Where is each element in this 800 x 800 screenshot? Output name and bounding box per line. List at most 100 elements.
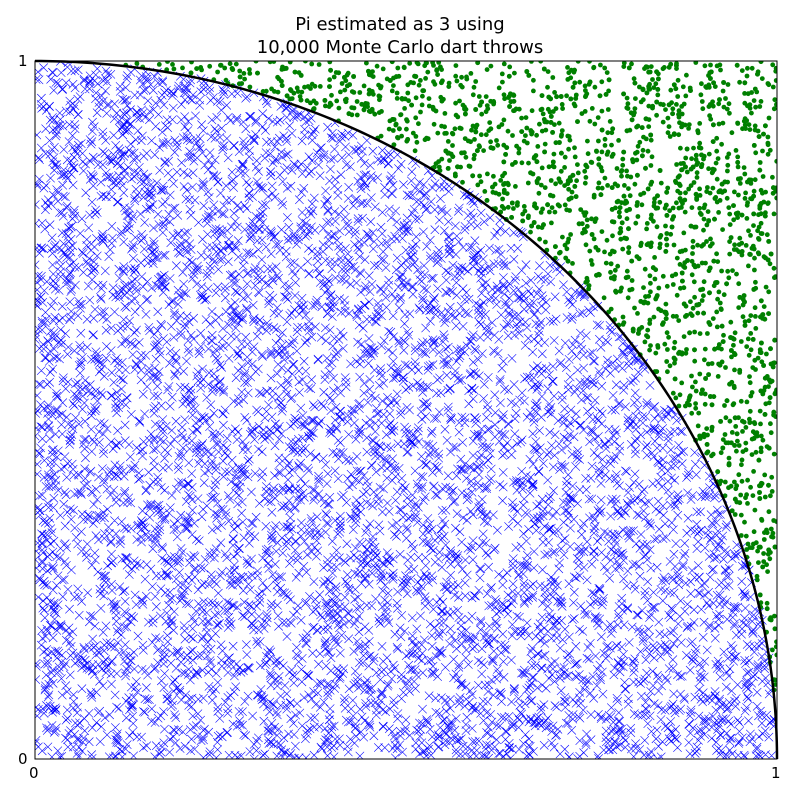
outside-point — [717, 300, 723, 306]
outside-point — [752, 177, 758, 183]
outside-point — [644, 221, 650, 226]
outside-point — [719, 141, 724, 147]
outside-point — [490, 189, 496, 195]
outside-point — [695, 160, 700, 166]
outside-point — [578, 207, 584, 213]
outside-point — [751, 98, 757, 103]
outside-point — [626, 245, 632, 251]
outside-point — [531, 77, 536, 83]
outside-point — [694, 175, 700, 180]
outside-point — [700, 286, 706, 292]
outside-point — [611, 219, 617, 225]
outside-point — [762, 472, 768, 478]
outside-point — [634, 157, 640, 163]
outside-point — [736, 472, 742, 478]
outside-point — [426, 103, 432, 109]
outside-point — [674, 314, 679, 319]
outside-point — [709, 361, 715, 366]
outside-point — [640, 153, 645, 159]
outside-point — [323, 103, 328, 109]
outside-point — [506, 95, 511, 100]
outside-point — [737, 295, 743, 300]
outside-point — [739, 457, 745, 463]
outside-point — [739, 68, 745, 73]
outside-point — [726, 101, 732, 107]
outside-point — [711, 122, 716, 128]
outside-point — [660, 102, 666, 108]
outside-point — [741, 293, 747, 298]
outside-point — [602, 136, 608, 142]
outside-point — [758, 449, 764, 455]
outside-point — [538, 182, 544, 188]
outside-point — [455, 164, 460, 170]
outside-point — [303, 61, 308, 64]
outside-point — [376, 82, 381, 88]
outside-point — [773, 414, 777, 419]
outside-point — [549, 205, 555, 211]
outside-point — [724, 195, 730, 201]
x-tick-label-0: 0 — [29, 764, 39, 782]
outside-point — [606, 77, 612, 83]
outside-point — [336, 70, 342, 76]
outside-point — [744, 399, 750, 405]
outside-point — [291, 90, 297, 96]
outside-point — [414, 139, 420, 145]
outside-point — [635, 172, 640, 178]
outside-point — [758, 187, 764, 193]
outside-point — [714, 309, 720, 315]
outside-point — [774, 652, 777, 658]
outside-point — [665, 347, 670, 352]
outside-point — [664, 189, 670, 195]
outside-point — [751, 143, 757, 148]
outside-point — [746, 318, 752, 324]
outside-point — [395, 135, 400, 140]
outside-point — [720, 339, 726, 344]
outside-point — [642, 266, 648, 272]
outside-point — [770, 62, 776, 68]
outside-point — [354, 112, 360, 118]
outside-point — [738, 339, 744, 344]
outside-point — [297, 94, 303, 99]
outside-point — [583, 175, 589, 180]
outside-point — [495, 142, 501, 148]
outside-point — [553, 244, 558, 250]
outside-point — [478, 132, 484, 138]
outside-point — [629, 117, 635, 123]
outside-point — [426, 96, 432, 101]
outside-point — [471, 156, 477, 162]
outside-point — [347, 82, 352, 87]
outside-point — [660, 273, 666, 279]
outside-point — [491, 173, 496, 179]
outside-point — [696, 410, 702, 416]
outside-point — [165, 61, 170, 64]
outside-point — [714, 148, 720, 154]
outside-point — [758, 61, 764, 64]
outside-point — [648, 132, 654, 138]
outside-point — [673, 86, 679, 92]
outside-point — [663, 301, 669, 307]
outside-point — [639, 125, 645, 130]
outside-point — [207, 63, 213, 69]
outside-point — [359, 101, 365, 107]
outside-point — [627, 193, 633, 199]
outside-point — [663, 249, 669, 254]
chart-title-line-2: 10,000 Monte Carlo dart throws — [256, 37, 544, 58]
outside-point — [770, 84, 776, 90]
outside-point — [560, 234, 565, 240]
outside-point — [618, 288, 623, 294]
outside-point — [771, 265, 777, 271]
outside-point — [725, 268, 731, 274]
outside-point — [391, 142, 397, 148]
outside-point — [671, 214, 676, 220]
outside-point — [766, 384, 771, 389]
outside-point — [509, 200, 515, 206]
outside-point — [683, 93, 689, 99]
outside-point — [472, 137, 477, 142]
outside-point — [531, 155, 537, 161]
outside-point — [664, 213, 670, 218]
outside-point — [566, 146, 571, 152]
outside-point — [720, 88, 726, 94]
outside-point — [668, 231, 674, 237]
outside-point — [462, 136, 468, 142]
outside-point — [709, 424, 715, 430]
